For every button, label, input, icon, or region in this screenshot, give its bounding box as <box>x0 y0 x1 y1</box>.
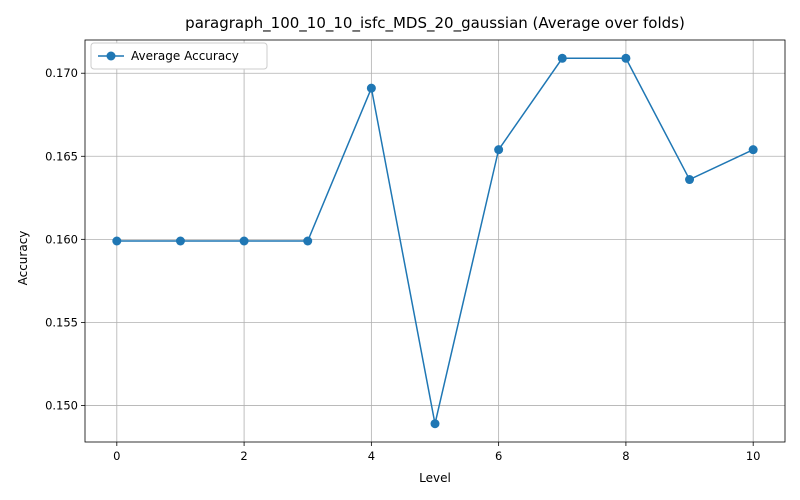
data-point <box>366 83 376 93</box>
y-tick-label: 0.165 <box>45 149 78 163</box>
y-axis-label: Accuracy <box>16 231 30 286</box>
data-point <box>303 236 313 246</box>
legend-marker-swatch <box>106 51 116 61</box>
data-point <box>494 145 504 155</box>
x-axis-label: Level <box>419 471 451 485</box>
data-point <box>175 236 185 246</box>
chart-title: paragraph_100_10_10_isfc_MDS_20_gaussian… <box>185 14 685 33</box>
data-point <box>430 419 440 429</box>
legend: Average Accuracy <box>90 42 268 70</box>
series-layer <box>112 53 758 429</box>
x-tick-label: 8 <box>622 449 629 463</box>
data-point <box>112 236 122 246</box>
y-tick-label: 0.155 <box>45 315 78 329</box>
axis-ticks: 0 2 4 6 8 10 0.150 0.155 0.160 0.165 0.170 <box>45 66 760 463</box>
x-tick-label: 4 <box>368 449 375 463</box>
series-line <box>116 57 754 424</box>
x-tick-label: 2 <box>240 449 247 463</box>
plot-frame <box>84 39 786 443</box>
data-point <box>239 236 249 246</box>
data-point <box>557 53 567 63</box>
x-tick-label: 6 <box>495 449 502 463</box>
y-tick-label: 0.170 <box>45 66 78 80</box>
y-tick-label: 0.160 <box>45 232 78 246</box>
data-point <box>621 53 631 63</box>
x-tick-label: 10 <box>746 449 761 463</box>
x-tick-label: 0 <box>113 449 120 463</box>
y-tick-label: 0.150 <box>45 398 78 412</box>
grid-lines <box>85 40 785 442</box>
data-point <box>748 145 758 155</box>
data-point <box>685 175 695 185</box>
legend-entry-average-accuracy: Average Accuracy <box>131 49 239 63</box>
legend-box <box>90 42 268 70</box>
